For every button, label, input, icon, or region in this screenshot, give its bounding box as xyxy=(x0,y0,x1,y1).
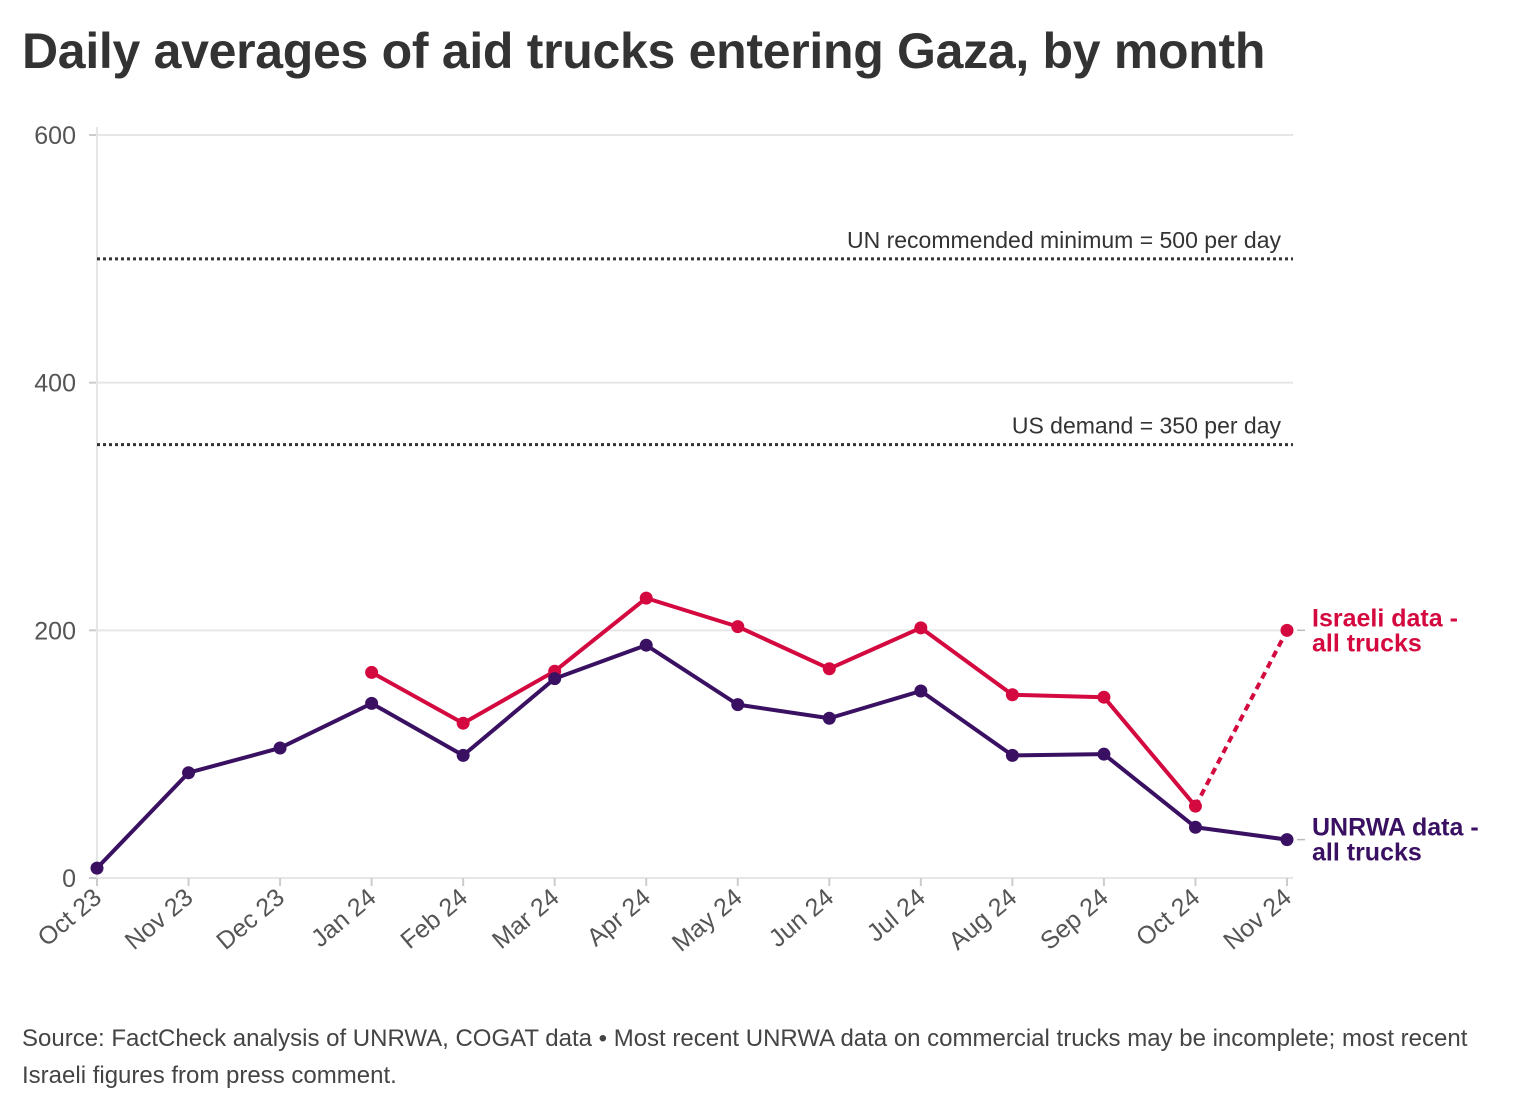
data-point xyxy=(1097,690,1111,704)
reference-line-label: US demand = 350 per day xyxy=(1012,413,1282,439)
data-point xyxy=(456,748,470,762)
series-label: all trucks xyxy=(1312,839,1422,867)
data-point xyxy=(365,696,379,710)
data-point xyxy=(914,684,928,698)
data-point xyxy=(548,672,562,686)
x-tick-label: Feb 24 xyxy=(395,883,473,955)
x-tick-label: Nov 24 xyxy=(1218,883,1297,955)
x-tick-label: Oct 24 xyxy=(1131,883,1205,952)
y-tick-label: 400 xyxy=(34,370,76,398)
x-tick-label: Jun 24 xyxy=(764,883,840,953)
series-label: UNRWA data - xyxy=(1312,814,1479,842)
series-line xyxy=(95,643,1288,870)
source-note: Source: FactCheck analysis of UNRWA, COG… xyxy=(22,1025,1468,1089)
data-point xyxy=(1280,623,1294,637)
reference-line-label: UN recommended minimum = 500 per day xyxy=(847,227,1281,253)
data-point xyxy=(822,662,836,676)
series-label: Israeli data - xyxy=(1312,604,1458,632)
x-tick-label: Dec 23 xyxy=(211,883,290,955)
series-label: all trucks xyxy=(1312,629,1422,657)
series-line xyxy=(370,596,1197,808)
data-point xyxy=(822,711,836,725)
data-point xyxy=(1188,820,1202,834)
data-point xyxy=(1280,833,1294,847)
x-tick-label: May 24 xyxy=(667,883,748,957)
data-point xyxy=(365,665,379,679)
data-point xyxy=(273,741,287,755)
x-tick-label: Nov 23 xyxy=(120,883,199,955)
x-tick-label: Oct 23 xyxy=(32,883,106,952)
x-tick-label: Jan 24 xyxy=(306,883,382,953)
data-point xyxy=(639,591,653,605)
data-point xyxy=(731,620,745,634)
data-point xyxy=(182,766,196,780)
x-tick-label: Sep 24 xyxy=(1035,883,1114,955)
data-point xyxy=(90,861,104,875)
data-point xyxy=(731,698,745,712)
data-point xyxy=(914,621,928,635)
y-tick-label: 0 xyxy=(62,865,76,893)
series-line-dashed xyxy=(1193,629,1289,808)
chart-title: Daily averages of aid trucks entering Ga… xyxy=(22,23,1266,79)
x-tick-label: Mar 24 xyxy=(487,883,565,955)
data-point xyxy=(1005,748,1019,762)
x-tick-label: Aug 24 xyxy=(944,883,1023,955)
y-tick-label: 600 xyxy=(34,122,76,150)
x-tick-label: Apr 24 xyxy=(582,883,656,952)
data-point xyxy=(639,638,653,652)
x-tick-label: Jul 24 xyxy=(862,883,931,947)
data-point xyxy=(456,716,470,730)
data-point xyxy=(1188,799,1202,813)
data-point xyxy=(1097,747,1111,761)
y-tick-label: 200 xyxy=(34,617,76,645)
data-point xyxy=(1005,688,1019,702)
